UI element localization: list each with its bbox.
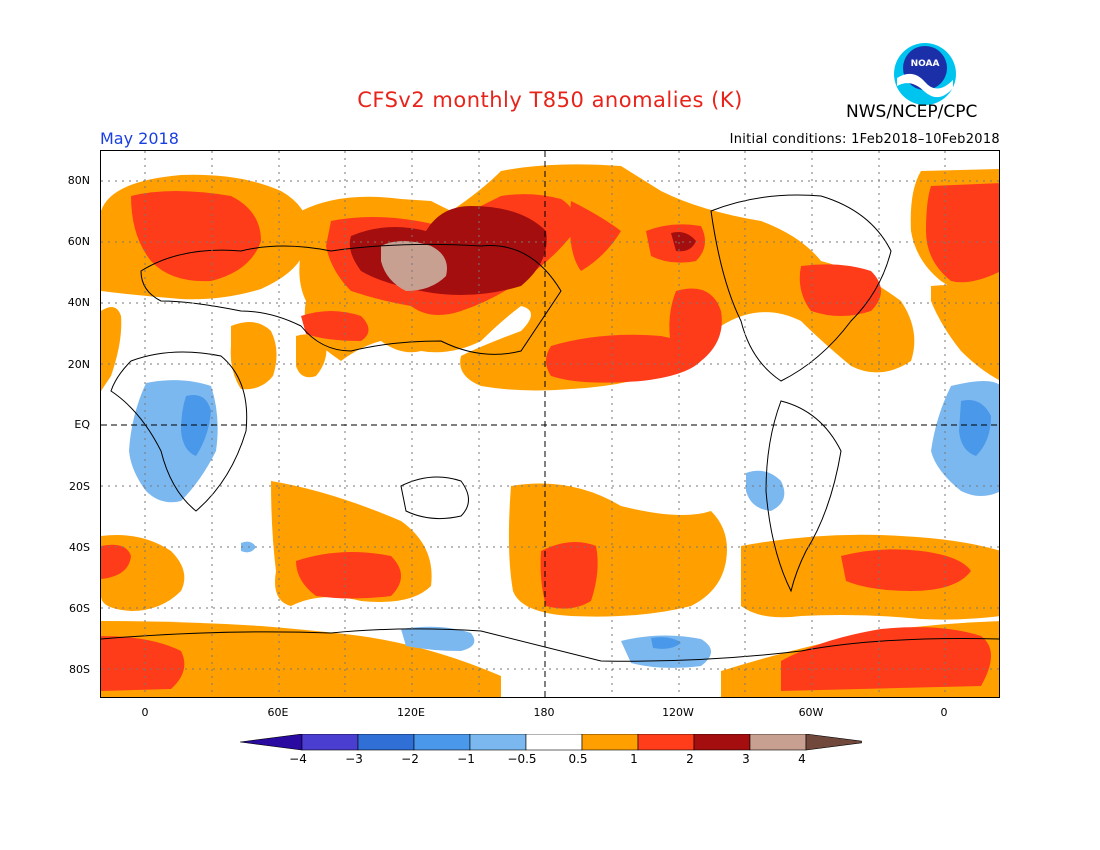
colorbar-label: 0.5: [568, 752, 588, 766]
colorbar-arrow-low: [240, 734, 303, 751]
colorbar-label: −0.5: [507, 752, 537, 766]
colorbar-label: −1: [457, 752, 475, 766]
lat-label-eq: EQ: [74, 418, 90, 431]
colorbar-label: 3: [742, 752, 750, 766]
lat-label-80s: 80S: [69, 663, 90, 676]
colorbar-cell: [301, 734, 359, 751]
colorbar-arrow-high: [805, 734, 862, 751]
lon-label-0-east: 0: [940, 706, 948, 719]
anomaly-map: [100, 150, 1000, 698]
lat-label-60n: 60N: [67, 235, 90, 248]
colorbar-cells: [240, 734, 862, 751]
noaa-logo: NOAA: [894, 43, 956, 105]
colorbar-cell: [413, 734, 471, 751]
antarctica-outline: [101, 628, 999, 662]
lat-label-80n: 80N: [67, 174, 90, 187]
africa-outline: [110, 351, 248, 512]
lon-label-120e: 120E: [397, 706, 425, 719]
agency-label: NWS/NCEP/CPC: [846, 102, 978, 122]
colorbar-label: −3: [345, 752, 363, 766]
lat-label-20n: 20N: [67, 358, 90, 371]
forecast-period: May 2018: [100, 129, 179, 148]
lon-label-60w: 60W: [798, 706, 824, 719]
colorbar-label: 4: [798, 752, 806, 766]
lon-label-180: 180: [533, 706, 555, 719]
initial-conditions: Initial conditions: 1Feb2018–10Feb2018: [729, 132, 1000, 147]
colorbar-label: −2: [401, 752, 419, 766]
map-title: CFSv2 monthly T850 anomalies (K): [357, 88, 743, 112]
colorbar-cell: [581, 734, 639, 751]
colorbar: [240, 734, 862, 751]
colorbar-cell: [749, 734, 807, 751]
colorbar-label: 2: [686, 752, 694, 766]
colorbar-cell: [469, 734, 527, 751]
eurasia-outline: [140, 243, 562, 355]
colorbar-label: 1: [630, 752, 638, 766]
north-america-outline: [710, 194, 892, 382]
anomaly-map-svg: [101, 151, 999, 697]
colorbar-cell: [693, 734, 751, 751]
noaa-logo-text: NOAA: [911, 59, 940, 69]
warm-anomaly-extreme: [381, 241, 447, 291]
south-america-outline: [765, 400, 842, 593]
coastlines: [101, 194, 999, 662]
lat-label-40n: 40N: [67, 296, 90, 309]
lon-label-0-west: 0: [141, 706, 149, 719]
colorbar-cell: [357, 734, 415, 751]
lon-label-120w: 120W: [662, 706, 694, 719]
colorbar-cell: [637, 734, 695, 751]
colorbar-label: −4: [289, 752, 307, 766]
lat-label-40s: 40S: [69, 541, 90, 554]
lon-label-60e: 60E: [267, 706, 289, 719]
lat-label-60s: 60S: [69, 602, 90, 615]
australia-outline: [400, 476, 469, 520]
lat-label-20s: 20S: [69, 480, 90, 493]
colorbar-cell: [525, 734, 583, 751]
